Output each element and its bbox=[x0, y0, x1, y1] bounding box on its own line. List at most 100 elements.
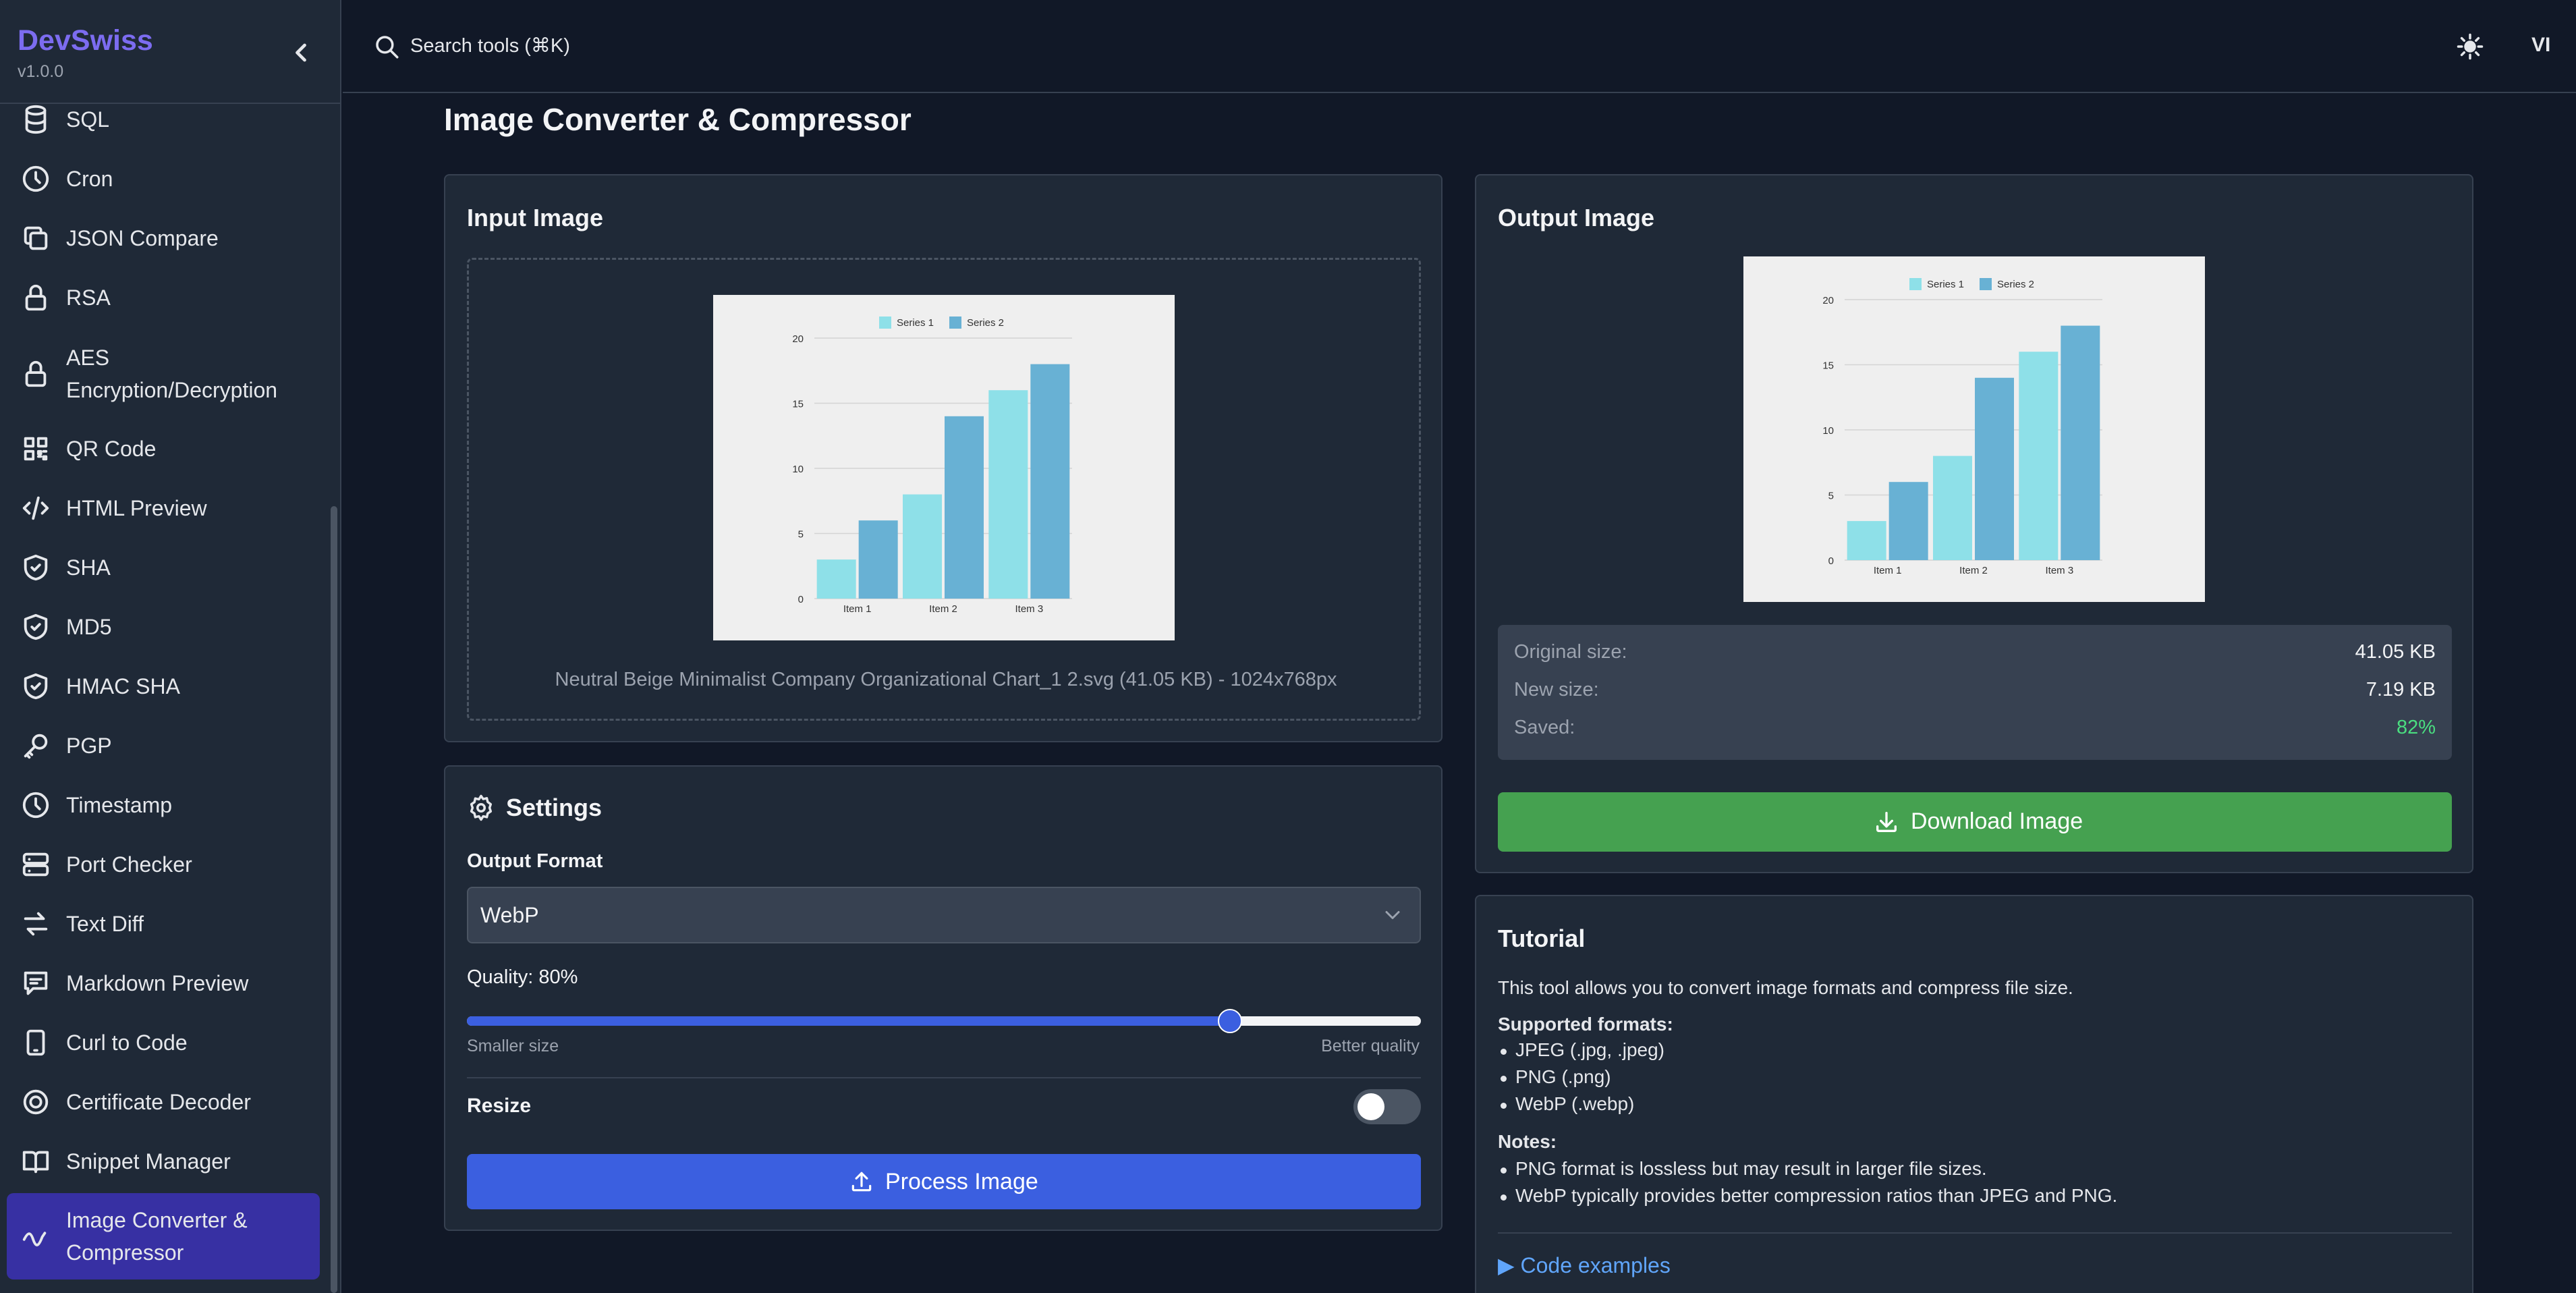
chart-y-tick-label: 5 bbox=[798, 529, 804, 541]
copy-icon bbox=[20, 223, 51, 254]
sidebar-item-snippet-manager[interactable]: Snippet Manager bbox=[7, 1146, 320, 1177]
chart-x-tick-label: Item 2 bbox=[1959, 565, 1988, 576]
page-title: Image Converter & Compressor bbox=[444, 102, 912, 137]
upload-icon bbox=[849, 1169, 874, 1194]
book-icon bbox=[20, 1146, 51, 1177]
quality-label: Quality: 80% bbox=[467, 966, 578, 988]
chart-bar bbox=[2061, 325, 2100, 560]
sidebar-item-label: HTML Preview bbox=[66, 496, 207, 520]
sun-icon[interactable] bbox=[2456, 32, 2484, 61]
sidebar-item-curl-to-code[interactable]: Curl to Code bbox=[7, 1027, 320, 1058]
resize-label: Resize bbox=[467, 1095, 532, 1117]
sidebar-header: DevSwiss v1.0.0 bbox=[0, 0, 340, 104]
sidebar-item-markdown-preview[interactable]: Markdown Preview bbox=[7, 968, 320, 999]
sidebar-item-hmac-sha[interactable]: HMAC SHA bbox=[7, 671, 320, 702]
notes-heading: Notes: bbox=[1498, 1131, 1557, 1152]
format-item: JPEG (.jpg, .jpeg) bbox=[1501, 1039, 1664, 1060]
key-icon bbox=[20, 730, 51, 761]
sidebar-item-cron[interactable]: Cron bbox=[7, 163, 320, 194]
chart-x-tick-label: Item 1 bbox=[1874, 565, 1902, 576]
process-image-button[interactable]: Process Image bbox=[467, 1154, 1421, 1209]
chart-y-tick-label: 10 bbox=[1822, 425, 1834, 437]
sidebar-item-text-diff[interactable]: Text Diff bbox=[7, 908, 320, 939]
message-icon bbox=[20, 968, 51, 999]
search-icon[interactable] bbox=[372, 32, 401, 61]
code-examples-toggle[interactable]: ▶ Code examples bbox=[1498, 1253, 1671, 1277]
chevron-left-icon[interactable] bbox=[286, 38, 316, 67]
chart-legend-swatch bbox=[879, 317, 891, 329]
shield-check-icon bbox=[20, 671, 51, 702]
chart-bar bbox=[1975, 377, 2014, 560]
settings-card: Settings Output Format WebP Quality: 80%… bbox=[444, 765, 1443, 1231]
chart-bar bbox=[1847, 521, 1886, 560]
app-version: v1.0.0 bbox=[18, 62, 64, 81]
sidebar-item-label: Port Checker bbox=[66, 852, 192, 877]
chart-y-tick-label: 0 bbox=[798, 594, 804, 605]
chart-legend-label: Series 2 bbox=[1997, 279, 2034, 290]
chart-legend-swatch bbox=[1980, 278, 1992, 290]
sidebar-item-certificate-decoder[interactable]: Certificate Decoder bbox=[7, 1086, 320, 1118]
chart-y-tick-label: 20 bbox=[792, 333, 804, 345]
sidebar-item-label: Markdown Preview bbox=[66, 971, 249, 995]
code-icon bbox=[20, 493, 51, 524]
sidebar-item-label: HMAC SHA bbox=[66, 674, 180, 698]
sidebar-item-port-checker[interactable]: Port Checker bbox=[7, 849, 320, 880]
chart-y-tick-label: 0 bbox=[1828, 555, 1834, 567]
note-item: WebP typically provides better compressi… bbox=[1500, 1185, 2118, 1206]
sidebar-item-label: Text Diff bbox=[66, 912, 144, 936]
sidebar-item-label: PGP bbox=[66, 734, 112, 758]
divider bbox=[467, 1077, 1421, 1078]
sidebar-item-rsa[interactable]: RSA bbox=[7, 282, 320, 313]
chart-legend-swatch bbox=[1909, 278, 1922, 290]
format-item: PNG (.png) bbox=[1501, 1066, 1611, 1087]
sidebar-item-label: SHA bbox=[66, 555, 111, 580]
sidebar-item-sql[interactable]: SQL bbox=[7, 104, 320, 135]
slider-fill bbox=[467, 1016, 1231, 1026]
sidebar-item-md5[interactable]: MD5 bbox=[7, 611, 320, 642]
toggle-knob bbox=[1357, 1093, 1384, 1120]
sidebar-item-pgp[interactable]: PGP bbox=[7, 730, 320, 761]
chevron-down-icon bbox=[1380, 903, 1405, 927]
supported-formats-heading: Supported formats: bbox=[1498, 1014, 1673, 1035]
language-switcher[interactable]: VI bbox=[2531, 34, 2551, 56]
slider-max-label: Better quality bbox=[1321, 1037, 1420, 1055]
search-input[interactable]: Search tools (⌘K) bbox=[410, 35, 570, 57]
sidebar-item-timestamp[interactable]: Timestamp bbox=[7, 790, 320, 821]
tutorial-intro: This tool allows you to convert image fo… bbox=[1498, 977, 2073, 998]
quality-slider[interactable] bbox=[467, 1007, 1421, 1034]
download-image-button[interactable]: Download Image bbox=[1498, 792, 2452, 852]
saved-label: Saved: bbox=[1514, 717, 1575, 738]
sidebar-item-html-preview[interactable]: HTML Preview bbox=[7, 493, 320, 524]
chart-bar bbox=[2019, 352, 2059, 560]
slider-thumb[interactable] bbox=[1218, 1009, 1243, 1033]
sidebar-item-image-converter[interactable]: Image Converter & Compressor bbox=[7, 1193, 320, 1280]
sidebar-item-json-compare[interactable]: JSON Compare bbox=[7, 223, 320, 254]
sidebar-scrollbar[interactable] bbox=[331, 506, 337, 1293]
chart-bar bbox=[858, 520, 898, 599]
sidebar-item-sha[interactable]: SHA bbox=[7, 552, 320, 583]
database-icon bbox=[20, 104, 51, 135]
chart-x-tick-label: Item 3 bbox=[2045, 565, 2073, 576]
new-size-label: New size: bbox=[1514, 679, 1599, 700]
chart-bar bbox=[1888, 482, 1928, 560]
output-image-title: Output Image bbox=[1498, 204, 1654, 231]
chart-x-tick-label: Item 1 bbox=[843, 603, 872, 615]
tutorial-card: Tutorial This tool allows you to convert… bbox=[1475, 895, 2473, 1293]
sidebar-item-aes[interactable]: AES Encryption/Decryption bbox=[7, 341, 320, 406]
lock-icon bbox=[20, 358, 51, 389]
chart-y-tick-label: 5 bbox=[1828, 491, 1834, 502]
app-logo[interactable]: DevSwiss bbox=[18, 24, 153, 57]
new-size-value: 7.19 KB bbox=[2365, 679, 2436, 700]
chart-bar bbox=[816, 559, 856, 599]
sidebar-item-label: Cron bbox=[66, 167, 113, 191]
image-dropzone[interactable]: 0 5 10 15 20 Item 1 Item 2 Item 3 Series 1 Series… bbox=[467, 258, 1421, 721]
sidebar-item-label: RSA bbox=[66, 285, 111, 310]
resize-toggle[interactable] bbox=[1353, 1089, 1421, 1124]
output-format-select[interactable]: WebP bbox=[467, 887, 1421, 943]
sidebar-item-label: Curl to Code bbox=[66, 1030, 188, 1055]
sidebar-item-label-line2: Encryption/Decryption bbox=[66, 378, 278, 402]
sidebar-item-qr-code[interactable]: QR Code bbox=[7, 433, 320, 464]
gear-icon bbox=[467, 794, 495, 822]
chart-y-tick-label: 15 bbox=[792, 399, 804, 410]
input-bar-chart: 0 5 10 15 20 Item 1 Item 2 Item 3 Series 1 Series… bbox=[792, 317, 1072, 615]
